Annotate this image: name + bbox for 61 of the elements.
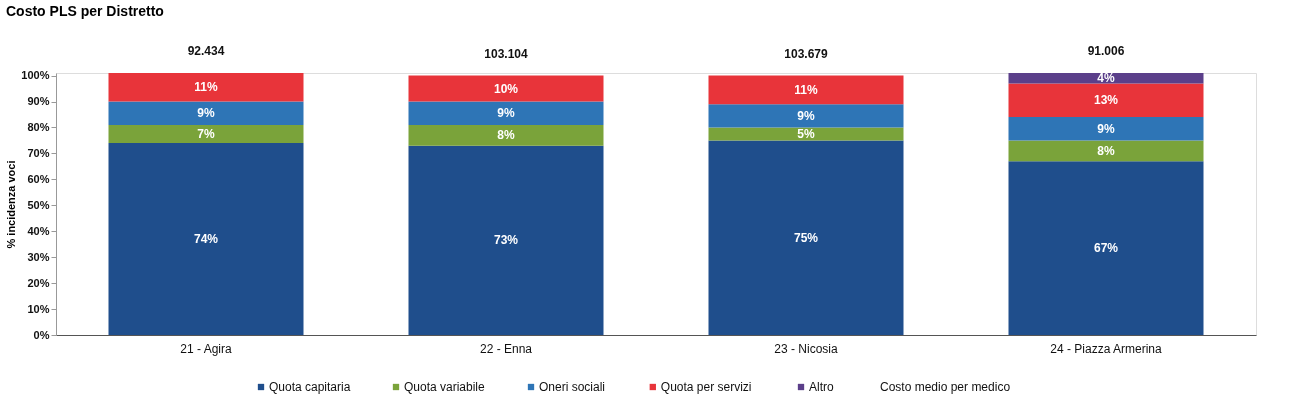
data-label: 9% (497, 106, 515, 121)
y-tick-label: 90% (27, 95, 50, 108)
data-label: 7% (197, 126, 215, 141)
x-tick-label: 23 - Nicosia (774, 341, 838, 356)
bar (708, 75, 904, 105)
bar (408, 75, 604, 102)
bar (1008, 83, 1204, 118)
annotation: 103.679 (784, 46, 829, 61)
data-label: 4% (1097, 71, 1115, 86)
y-tick-label: 100% (21, 69, 50, 82)
y-tick-label: 20% (27, 276, 50, 289)
y-tick-label: 50% (27, 198, 50, 211)
legend-label: Quota per servizi (660, 380, 752, 394)
data-label: 8% (1097, 143, 1115, 158)
bar (408, 101, 604, 125)
bar (708, 140, 904, 335)
annotation: 103.104 (484, 46, 529, 61)
bar (1008, 140, 1204, 162)
legend-label: Altro (809, 380, 834, 394)
data-label: 11% (194, 80, 219, 95)
bar (408, 124, 604, 146)
bar (708, 104, 904, 128)
data-label: 8% (497, 128, 515, 143)
data-label: 74% (193, 232, 219, 247)
data-label: 13% (1093, 93, 1119, 108)
data-label: 11% (794, 82, 819, 97)
data-label: 67% (1093, 241, 1119, 256)
annotation: 92.434 (187, 44, 225, 58)
bar (108, 73, 304, 102)
x-tick-label: 24 - Piazza Armerina (1050, 341, 1163, 356)
bar (708, 127, 904, 141)
data-label: 9% (1097, 121, 1115, 136)
data-label: 9% (197, 106, 215, 121)
bar (108, 101, 304, 125)
bar (1008, 161, 1204, 335)
legend-label: Quota capitaria (269, 380, 351, 394)
data-label: 73% (493, 233, 519, 248)
x-tick-label: 21 - Agira (180, 341, 232, 356)
bar (108, 143, 304, 335)
data-label: 75% (793, 230, 819, 245)
y-tick-label: 60% (27, 172, 50, 185)
data-label: 9% (797, 108, 815, 123)
text: Costo medio per medico (880, 380, 1011, 394)
legend-label: Quota variabile (404, 380, 486, 394)
legend-label: Oneri sociali (539, 380, 606, 394)
y-tick-label: 80% (27, 120, 50, 133)
y-tick-label: 70% (27, 146, 50, 159)
chart-title: Costo PLS per Distretto (6, 3, 164, 19)
y-tick-label: 10% (27, 302, 50, 315)
bar (1008, 73, 1204, 84)
bar (408, 145, 604, 335)
annotation: 91.006 (1087, 44, 1125, 58)
bar (1008, 117, 1204, 141)
y-tick-label: 0% (33, 328, 50, 341)
y-axis-title: % incidenza voci (5, 160, 18, 249)
y-tick-label: 30% (27, 250, 50, 263)
data-label: 10% (493, 81, 519, 96)
bar (108, 124, 304, 144)
y-tick-label: 40% (27, 224, 50, 237)
data-label: 5% (797, 126, 815, 141)
x-tick-label: 22 - Enna (479, 341, 533, 356)
